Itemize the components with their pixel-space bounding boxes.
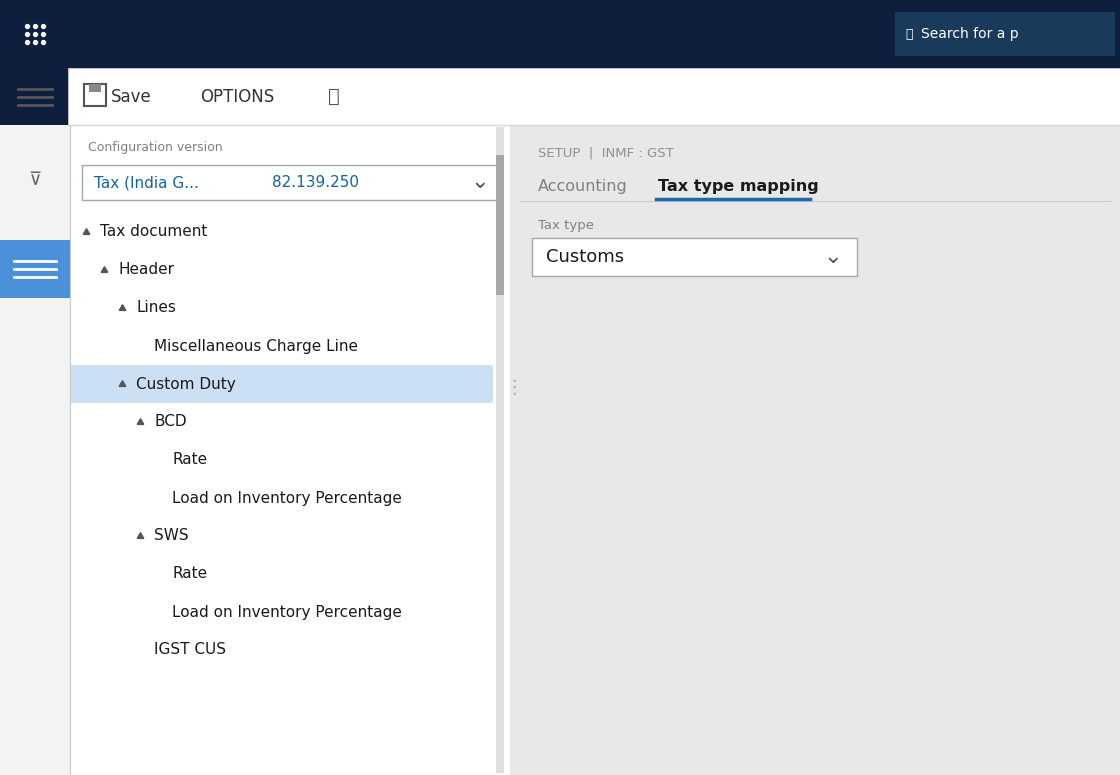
Text: Save: Save — [111, 88, 151, 105]
Bar — [71, 365, 493, 403]
Text: Accounting: Accounting — [538, 180, 627, 195]
Text: 🔍: 🔍 — [905, 27, 913, 40]
Bar — [69, 125, 510, 775]
Text: Tax document: Tax document — [100, 225, 207, 239]
Text: Custom Duty: Custom Duty — [136, 377, 235, 391]
Text: OPTIONS: OPTIONS — [200, 88, 274, 105]
Text: IGST CUS: IGST CUS — [153, 642, 226, 657]
Text: ⌄: ⌄ — [823, 247, 842, 267]
Bar — [68, 68, 1120, 125]
Text: Miscellaneous Charge Line: Miscellaneous Charge Line — [153, 339, 358, 353]
Text: Lines: Lines — [136, 301, 176, 315]
Text: ⋮: ⋮ — [504, 378, 524, 397]
Text: Search for a p: Search for a p — [921, 27, 1018, 41]
Text: Header: Header — [118, 263, 174, 277]
Text: BCD: BCD — [153, 415, 187, 429]
Bar — [0, 125, 69, 775]
Text: SWS: SWS — [153, 529, 188, 543]
Text: Tax (India G...: Tax (India G... — [94, 175, 199, 190]
Bar — [895, 12, 1116, 56]
Bar — [532, 238, 857, 276]
Bar — [0, 240, 69, 298]
Text: Tax type mapping: Tax type mapping — [659, 180, 819, 195]
Bar — [496, 127, 504, 773]
Text: Rate: Rate — [172, 567, 207, 581]
Text: ⊽: ⊽ — [28, 171, 41, 189]
Bar — [84, 84, 106, 106]
Text: 82.139.250: 82.139.250 — [272, 175, 360, 190]
Bar — [496, 155, 504, 295]
Text: SETUP  |  INMF : GST: SETUP | INMF : GST — [538, 146, 674, 160]
Text: Load on Inventory Percentage: Load on Inventory Percentage — [172, 491, 402, 505]
Text: ⌕: ⌕ — [328, 87, 339, 106]
Bar — [0, 0, 1120, 68]
Bar — [510, 125, 1120, 775]
Text: ⌄: ⌄ — [470, 173, 489, 192]
Text: Load on Inventory Percentage: Load on Inventory Percentage — [172, 604, 402, 619]
Text: Configuration version: Configuration version — [88, 140, 223, 153]
Text: Rate: Rate — [172, 453, 207, 467]
Text: Customs: Customs — [547, 248, 624, 266]
Bar — [82, 165, 502, 200]
Text: Tax type: Tax type — [538, 219, 594, 232]
Bar — [88, 84, 101, 92]
